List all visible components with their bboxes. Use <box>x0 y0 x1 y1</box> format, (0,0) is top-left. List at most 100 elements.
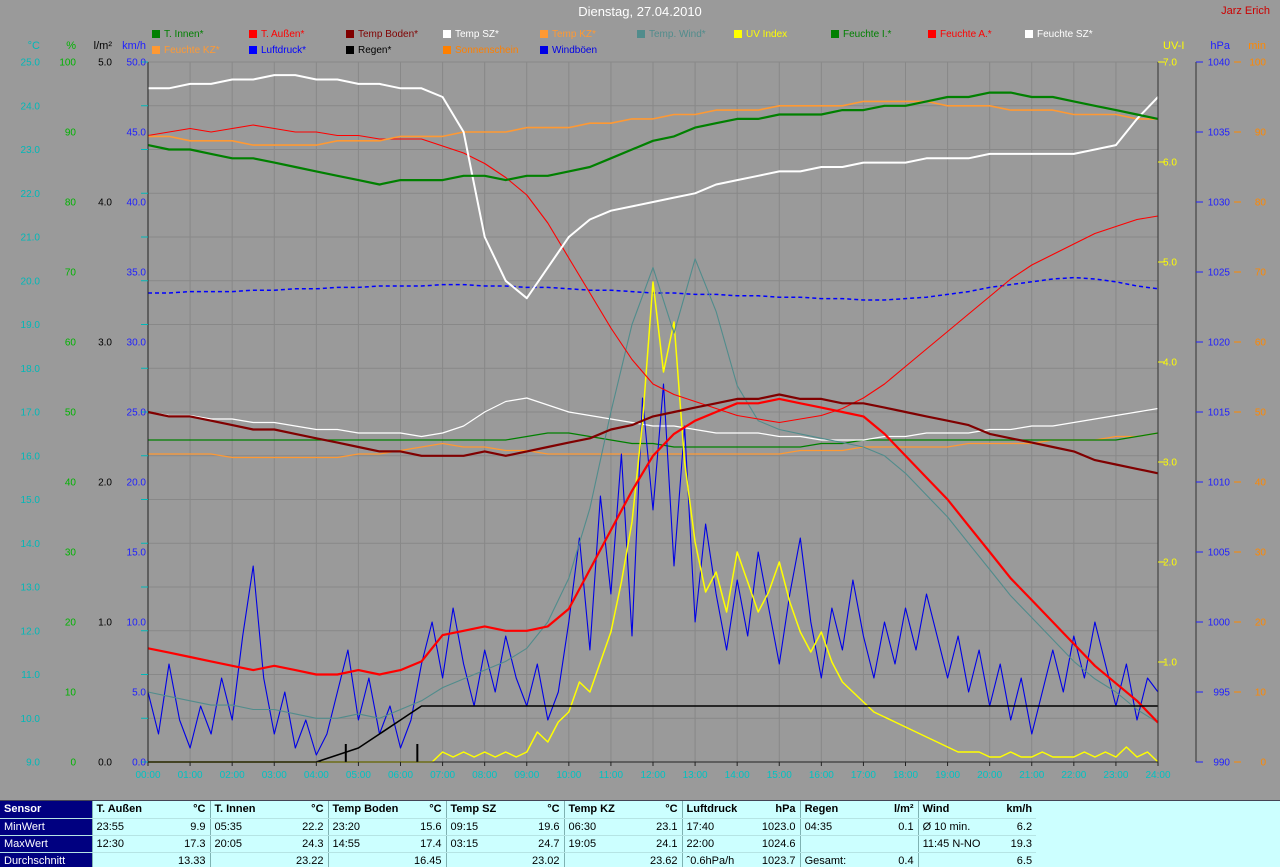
axis-label: 20 <box>1255 618 1267 629</box>
legend-swatch <box>346 46 354 54</box>
legend-label: Windböen <box>552 44 598 56</box>
time-cell: 12:30 <box>91 835 154 853</box>
legend-swatch <box>831 30 839 38</box>
time-cell: Ø 10 min. <box>917 818 981 836</box>
axis-label: 1040 <box>1208 58 1231 69</box>
time-cell: Gesamt: <box>799 852 863 867</box>
legend-label: Feuchte KZ* <box>164 44 220 56</box>
value-cell: 24.3 <box>272 835 329 853</box>
axis-label: 1000 <box>1208 618 1231 629</box>
axis-label: min <box>1248 40 1266 52</box>
axis-label: 990 <box>1213 758 1230 769</box>
value-cell: 19.3 <box>980 835 1037 853</box>
axis-label: 15.0 <box>21 495 41 506</box>
time-cell: 05:35 <box>209 818 272 836</box>
sensor-header-cell: Sensor <box>0 801 92 819</box>
value-cell: 15.6 <box>390 818 447 836</box>
legend-label: Temp SZ* <box>455 28 499 40</box>
axis-label: 14:00 <box>725 770 750 781</box>
value-cell: 23.1 <box>626 818 683 836</box>
value-cell: 16.45 <box>390 852 447 867</box>
series-luftdruck- <box>148 276 1159 301</box>
axis-label: 10:00 <box>556 770 581 781</box>
legend-swatch <box>152 46 160 54</box>
time-cell: 06:30 <box>563 818 627 836</box>
legend-label: Feuchte A.* <box>940 28 992 40</box>
axis-label: 13:00 <box>683 770 708 781</box>
time-cell <box>917 852 981 867</box>
time-cell <box>563 852 627 867</box>
legend: T. Innen* T. Außen* Temp Boden* Temp SZ* Tem… <box>0 0 1280 60</box>
series-feuchte-sz- <box>147 397 1159 441</box>
value-cell: 13.33 <box>154 852 210 867</box>
axis-label: 16:00 <box>809 770 834 781</box>
legend-item: Feuchte I.* <box>831 28 891 40</box>
value-cell: 1024.6 <box>744 835 801 853</box>
value-cell: 0.4 <box>862 852 919 867</box>
axis-label: 40 <box>65 478 77 489</box>
axis-label: 15:00 <box>767 770 792 781</box>
axis-label: 23:00 <box>1103 770 1128 781</box>
axis-label: 35.0 <box>127 268 147 279</box>
axis-label: 21:00 <box>1019 770 1044 781</box>
axis-label: 1.0 <box>1163 658 1177 669</box>
time-cell <box>327 852 391 867</box>
legend-label: UV Index <box>746 28 788 40</box>
value-cell: 23.62 <box>626 852 683 867</box>
axis-label: 25.0 <box>21 58 41 69</box>
value-cell: 6.5 <box>980 852 1037 867</box>
axis-label: 1005 <box>1208 548 1231 559</box>
series-feuchte-a- <box>147 124 1159 424</box>
value-cell: 23.22 <box>272 852 329 867</box>
axis-label: 13.0 <box>21 583 41 594</box>
axis-label: 5.0 <box>132 688 146 699</box>
axis-label: 05:00 <box>346 770 371 781</box>
axis-label: 60 <box>65 338 77 349</box>
axis-label: 70 <box>1255 268 1267 279</box>
stats-table: Sensor °C T. Außen °C T. Innen °C Temp Boden °C… <box>0 800 1280 867</box>
weather-chart: °C 25.0 24.0 23.0 22.0 21.0 20.0 19.0 18.0 17.0 16… <box>21 40 1267 781</box>
sensor-group-header: °C T. Innen <box>209 801 329 819</box>
legend-item: T. Innen* <box>152 28 203 40</box>
axis-label: 04:00 <box>304 770 329 781</box>
legend-swatch <box>346 30 354 38</box>
legend-swatch <box>1025 30 1033 38</box>
axis-label: 1015 <box>1208 408 1231 419</box>
legend-label: T. Außen* <box>261 28 305 40</box>
value-cell: 22.2 <box>272 818 329 836</box>
series-t-au-en- <box>147 397 1159 724</box>
axis-label: 18.0 <box>21 364 41 375</box>
series-feuchte-kz- <box>148 432 1159 459</box>
series-t-innen- <box>147 91 1159 186</box>
axis-label: 100 <box>59 58 76 69</box>
time-cell: 23:55 <box>91 818 154 836</box>
axis-label: 1030 <box>1208 198 1231 209</box>
axis-label: 1.0 <box>98 618 112 629</box>
legend-item: Sonnenschein <box>443 44 518 56</box>
axis-label: 14.0 <box>21 539 41 550</box>
value-cell <box>862 835 919 853</box>
axis-label: 2.0 <box>1163 558 1177 569</box>
axis-label: 21.0 <box>21 233 41 244</box>
title-bar: Dienstag, 27.04.2010 <box>0 4 1280 19</box>
legend-label: Feuchte I.* <box>843 28 892 40</box>
axis-label: 30 <box>1255 548 1267 559</box>
axis-label: 45.0 <box>127 128 147 139</box>
legend-swatch <box>443 30 451 38</box>
legend-item: UV Index <box>734 28 787 40</box>
axis-label: 16.0 <box>21 451 41 462</box>
legend-label: Regen* <box>358 44 392 56</box>
legend-label: Temp Boden* <box>358 28 419 40</box>
legend-swatch <box>734 30 742 38</box>
axis-label: 19.0 <box>21 320 41 331</box>
axis-label: 12.0 <box>21 626 41 637</box>
time-cell: 03:15 <box>445 835 509 853</box>
axis-label: 60 <box>1255 338 1267 349</box>
legend-item: Feuchte SZ* <box>1025 28 1093 40</box>
axis-label: 4.0 <box>1163 358 1177 369</box>
legend-item: Feuchte KZ* <box>152 44 220 56</box>
table-row: MinWert 23:55 9.9 05:35 22.2 23:20 15.6 09:15 19… <box>0 818 1037 836</box>
value-cell: 17.4 <box>390 835 447 853</box>
axis-label: 1010 <box>1208 478 1231 489</box>
legend-swatch <box>249 30 257 38</box>
